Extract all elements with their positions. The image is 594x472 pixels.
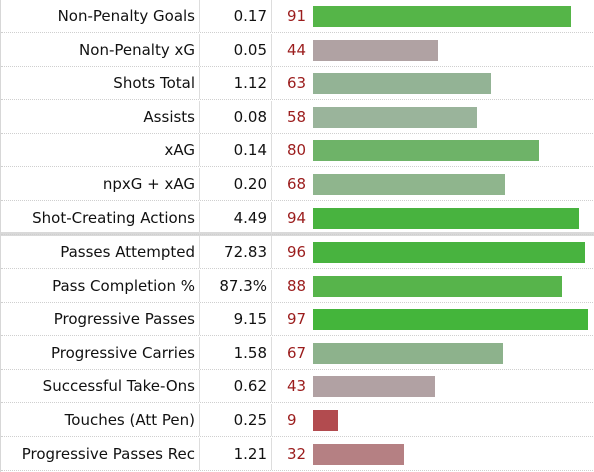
percentile-bar [313, 275, 562, 297]
per90-value: 1.21 [200, 437, 272, 470]
table-row: Pass Completion % 87.3% 88 [1, 269, 594, 303]
per90-value: 0.62 [200, 370, 272, 403]
per90-value: 9.15 [200, 303, 272, 336]
per90-value: 0.20 [200, 168, 272, 200]
percentile-bar [313, 242, 585, 263]
percentile-bar [313, 106, 477, 128]
per90-value: 4.49 [200, 201, 272, 234]
percentile-bar [313, 342, 503, 364]
percentile-bar [313, 376, 435, 398]
percentile-cell: 97 [272, 303, 594, 335]
percentile-value: 44 [287, 40, 307, 59]
stat-name: Touches (Att Pen) [1, 404, 200, 436]
percentile-cell: 94 [272, 202, 594, 234]
percentile-bar [313, 6, 571, 27]
percentile-cell: 9 [272, 404, 594, 436]
percentile-value: 80 [287, 141, 307, 160]
stat-name: Shots Total [1, 67, 200, 100]
percentile-value: 88 [287, 276, 307, 295]
percentile-value: 94 [287, 208, 307, 227]
percentile-cell: 32 [272, 438, 594, 470]
percentile-value: 43 [287, 377, 307, 396]
percentile-value: 96 [287, 243, 307, 261]
stat-name: Progressive Carries [1, 336, 200, 369]
percentile-cell: 43 [272, 370, 594, 402]
table-row: Assists 0.08 58 [1, 100, 594, 134]
stat-name: Successful Take-Ons [1, 370, 200, 403]
percentile-bar [313, 73, 491, 95]
per90-value: 1.12 [200, 67, 272, 100]
percentile-cell: 80 [272, 134, 594, 166]
per90-value: 0.05 [200, 33, 272, 66]
stat-name: Non-Penalty xG [1, 33, 200, 66]
percentile-bar [313, 410, 338, 431]
per90-value: 0.14 [200, 134, 272, 167]
per90-value: 0.25 [200, 404, 272, 436]
percentile-cell: 68 [272, 168, 594, 200]
percentile-value: 32 [287, 444, 307, 463]
percentile-cell: 58 [272, 101, 594, 133]
stat-name: Non-Penalty Goals [1, 0, 200, 32]
per90-value: 72.83 [200, 236, 272, 268]
table-row: Touches (Att Pen) 0.25 9 [1, 404, 594, 437]
percentile-bar [313, 443, 404, 465]
stat-name: Passes Attempted [1, 236, 200, 268]
percentile-value: 67 [287, 343, 307, 362]
percentile-value: 97 [287, 310, 307, 329]
stat-name: Progressive Passes Rec [1, 437, 200, 470]
table-row: Non-Penalty xG 0.05 44 [1, 33, 594, 67]
table-row: Progressive Passes 9.15 97 [1, 303, 594, 337]
percentile-cell: 67 [272, 337, 594, 369]
percentile-value: 68 [287, 175, 307, 193]
table-row: Successful Take-Ons 0.62 43 [1, 370, 594, 404]
percentile-value: 58 [287, 107, 307, 126]
table-row: npxG + xAG 0.20 68 [1, 168, 594, 201]
percentile-cell: 63 [272, 67, 594, 99]
table-row: Non-Penalty Goals 0.17 91 [1, 0, 594, 33]
percentile-cell: 91 [272, 0, 594, 32]
percentile-bar [313, 39, 438, 61]
per90-value: 1.58 [200, 336, 272, 369]
percentile-cell: 88 [272, 270, 594, 302]
stat-name: Shot-Creating Actions [1, 201, 200, 234]
percentile-bar [313, 309, 588, 331]
table-row: Progressive Passes Rec 1.21 32 [1, 437, 594, 471]
stat-name: Pass Completion % [1, 269, 200, 302]
table-row: Shot-Creating Actions 4.49 94 [1, 201, 594, 235]
stat-name: Assists [1, 100, 200, 133]
stat-name: npxG + xAG [1, 168, 200, 200]
per90-value: 87.3% [200, 269, 272, 302]
per90-value: 0.17 [200, 0, 272, 32]
percentile-value: 63 [287, 74, 307, 93]
percentile-cell: 44 [272, 34, 594, 66]
table-row: Passes Attempted 72.83 96 [1, 236, 594, 269]
per90-value: 0.08 [200, 100, 272, 133]
table-row: Progressive Carries 1.58 67 [1, 336, 594, 370]
percentile-cell: 96 [272, 236, 594, 268]
percentile-bar [313, 140, 539, 162]
percentile-bar [313, 174, 505, 195]
table-row: xAG 0.14 80 [1, 134, 594, 168]
table-row: Shots Total 1.12 63 [1, 67, 594, 101]
stat-name: Progressive Passes [1, 303, 200, 336]
percentile-value: 9 [287, 411, 297, 429]
percentile-bar [313, 207, 579, 229]
stat-name: xAG [1, 134, 200, 167]
percentile-value: 91 [287, 7, 307, 25]
